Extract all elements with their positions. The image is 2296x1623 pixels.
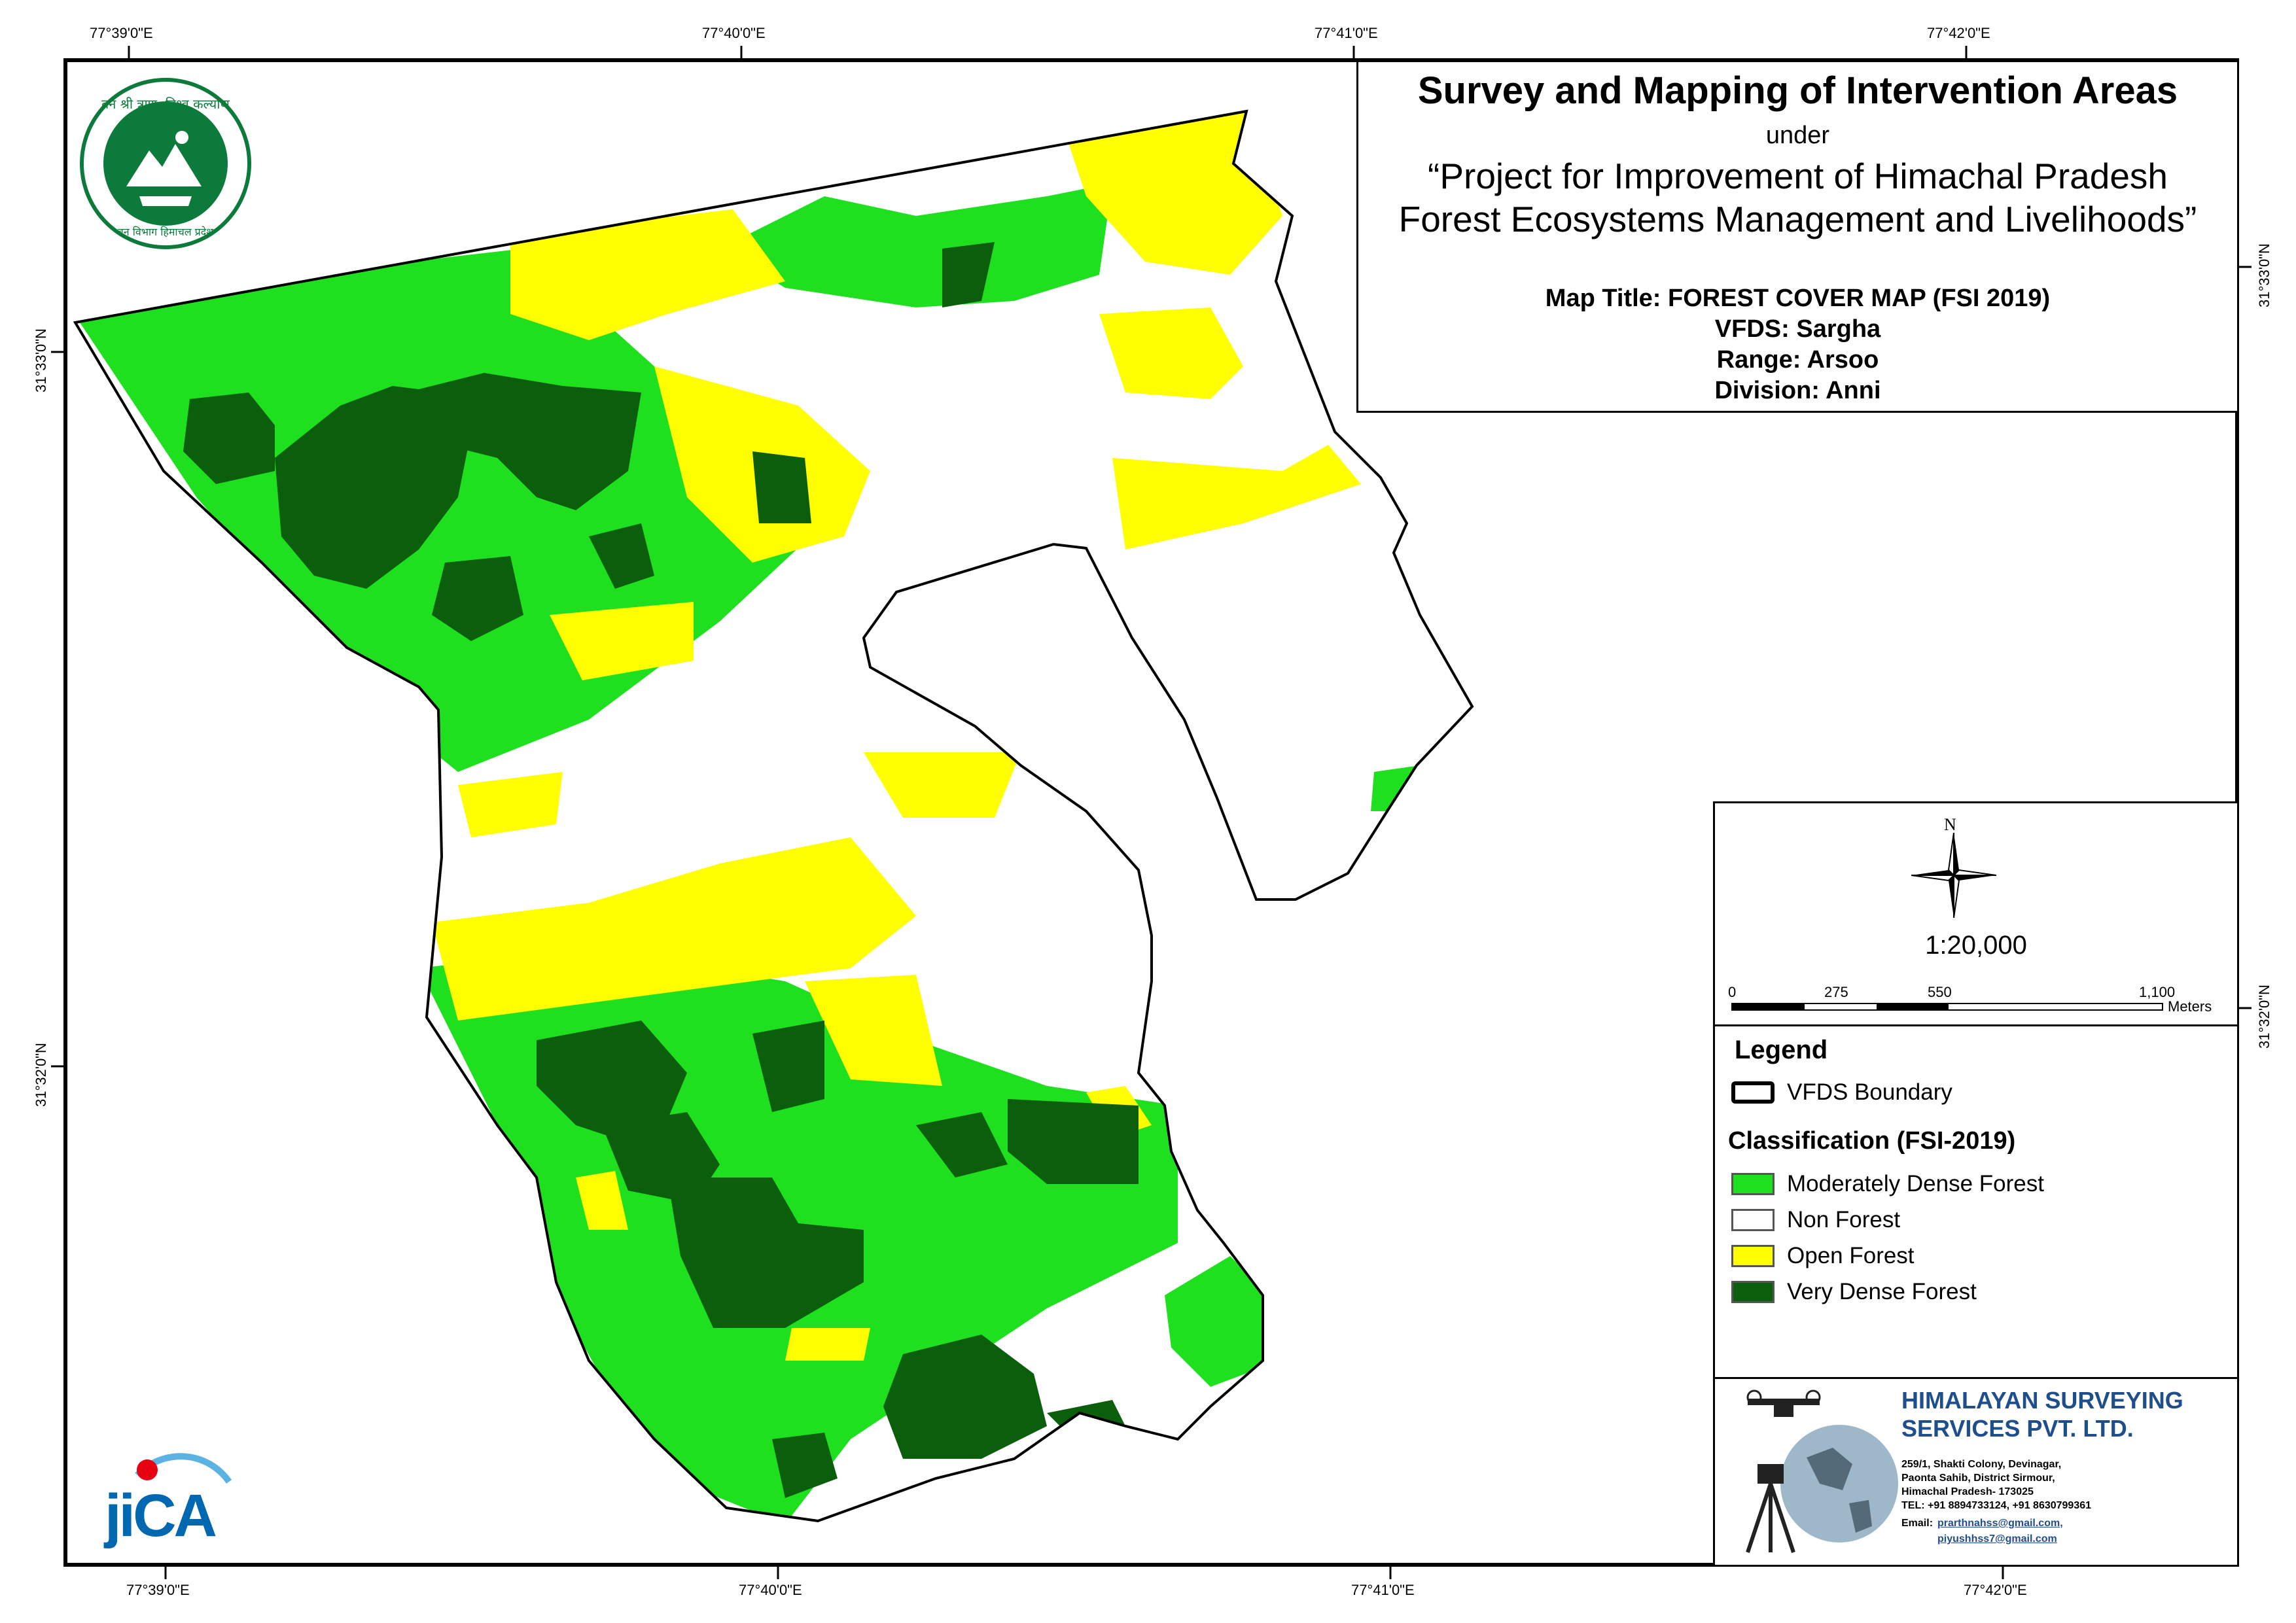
vfds-boundary: [73, 109, 1474, 1523]
jica-logo-text: jiCA: [105, 1482, 217, 1549]
email-label: Email:: [1901, 1518, 1934, 1529]
legend-label-non-forest: Non Forest: [1787, 1207, 1901, 1232]
scale-tick-0: 0: [1728, 984, 1737, 1000]
scale-ratio: 1:20,000: [1925, 931, 2027, 960]
grid-label-top-2: 77°40'0"E: [702, 25, 766, 41]
north-label: N: [1944, 815, 1956, 834]
title-panel: Survey and Mapping of Intervention Areas…: [1356, 62, 2237, 272]
scale-tick-1100: 1,100: [2139, 984, 2176, 1000]
grid-label-bottom-2: 77°40'0"E: [739, 1582, 802, 1598]
map-info-panel: Map Title: FOREST COVER MAP (FSI 2019) V…: [1356, 270, 2237, 413]
map-header-title: Survey and Mapping of Intervention Areas: [1417, 69, 2178, 112]
surveyor-globe-icon: [1746, 1389, 1898, 1553]
classification-title: Classification (FSI-2019): [1728, 1127, 2016, 1155]
grid-label-top-1: 77°39'0"E: [90, 25, 153, 41]
grid-label-left-1: 31°33'0"N: [33, 328, 49, 393]
range-name: Range: Arsoo: [1716, 346, 1879, 374]
company-name-line2: SERVICES PVT. LTD.: [1901, 1415, 2134, 1442]
legend-boundary-swatch: [1731, 1081, 1775, 1104]
scale-bar: [1731, 1003, 2163, 1011]
grid-label-right-2: 31°32'0"N: [2256, 985, 2272, 1049]
email-link-2[interactable]: piyushhss7@gmail.com: [1937, 1533, 2057, 1544]
grid-label-bottom-1: 77°39'0"E: [126, 1582, 190, 1598]
email-link-1[interactable]: prarthnahss@gmail.com,: [1937, 1518, 2063, 1529]
legend-swatch-very-dense: [1731, 1281, 1775, 1303]
map-title: Map Title: FOREST COVER MAP (FSI 2019): [1545, 285, 2051, 312]
grid-label-bottom-4: 77°42'0"E: [1964, 1582, 2027, 1598]
forest-department-logo: वन श्री त्राण, विश्व कल्याण वन विभाग हिम…: [77, 75, 254, 252]
open-forest-area: [432, 111, 1361, 1361]
legend-divider: [1715, 1024, 2237, 1026]
company-name-line1: HIMALAYAN SURVEYING: [1901, 1387, 2183, 1414]
jica-logo: jiCA: [98, 1429, 242, 1549]
legend-panel: N 1:20,000 0 275 550 1,100 Meters Legend…: [1713, 801, 2239, 1381]
legend-label-very-dense: Very Dense Forest: [1787, 1279, 1977, 1304]
company-panel: HIMALAYAN SURVEYING SERVICES PVT. LTD. 2…: [1713, 1377, 2239, 1567]
legend-swatch-non-forest: [1731, 1209, 1775, 1231]
scale-tick-275: 275: [1824, 984, 1848, 1000]
north-arrow-icon: [1911, 833, 1996, 918]
grid-label-left-2: 31°32'0"N: [33, 1043, 49, 1107]
legend-boundary-label: VFDS Boundary: [1787, 1079, 1952, 1105]
address-phone: TEL: +91 8894733124, +91 8630799361: [1901, 1500, 2092, 1511]
legend-swatch-moderately-dense: [1731, 1173, 1775, 1195]
very-dense-forest-area: [183, 242, 1139, 1498]
logo-text-top: वन श्री त्राण, विश्व कल्याण: [101, 96, 230, 112]
grid-label-bottom-3: 77°41'0"E: [1351, 1582, 1415, 1598]
logo-text-bottom: वन विभाग हिमाचल प्रदेश: [117, 226, 214, 238]
project-line-1: “Project for Improvement of Himachal Pra…: [1428, 156, 2168, 196]
address-line-3: Himachal Pradesh- 173025: [1901, 1486, 2034, 1497]
vfds-name: VFDS: Sargha: [1714, 315, 1881, 343]
grid-label-top-3: 77°41'0"E: [1315, 25, 1378, 41]
project-line-2: Forest Ecosystems Management and Livelih…: [1398, 199, 2197, 239]
scale-tick-550: 550: [1928, 984, 1952, 1000]
grid-label-top-4: 77°42'0"E: [1927, 25, 1990, 41]
legend-label-moderately-dense: Moderately Dense Forest: [1787, 1171, 2044, 1196]
grid-label-right-1: 31°33'0"N: [2256, 243, 2272, 307]
scale-unit: Meters: [2168, 998, 2212, 1015]
legend-title: Legend: [1735, 1036, 1828, 1064]
division-name: Division: Anni: [1714, 377, 1881, 404]
legend-label-open-forest: Open Forest: [1787, 1243, 1915, 1268]
header-under: under: [1765, 122, 1830, 149]
address-line-1: 259/1, Shakti Colony, Devinagar,: [1901, 1459, 2062, 1470]
legend-swatch-open-forest: [1731, 1245, 1775, 1267]
company-address: 259/1, Shakti Colony, Devinagar, Paonta …: [1901, 1457, 2091, 1512]
address-line-2: Paonta Sahib, District Sirmour,: [1901, 1473, 2055, 1484]
